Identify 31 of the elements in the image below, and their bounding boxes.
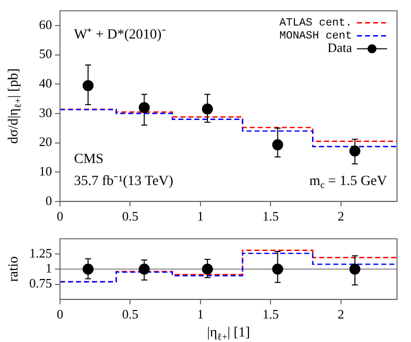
legend-label: MONASH cent (279, 30, 352, 43)
point (349, 145, 360, 156)
y-tick-label: 1 (46, 260, 52, 276)
x-tick-label: 1 (197, 306, 204, 322)
annotation: 35.7 fb⁻¹(13 TeV) (74, 174, 174, 190)
x-tick-label: 1.5 (262, 306, 279, 322)
y-tick-label: 10 (39, 164, 52, 178)
y-tick-label: 20 (39, 134, 52, 150)
x-tick-label: 0 (56, 306, 64, 322)
x-tick-label: 1.5 (262, 208, 279, 224)
y-tick-label: 30 (39, 104, 52, 120)
y-tick-label: 50 (39, 46, 52, 62)
y-tick-label: 0.75 (29, 276, 52, 291)
point (202, 104, 213, 115)
x-tick-label: 0.5 (122, 208, 138, 224)
x-tick-label: 0.5 (122, 306, 138, 322)
x-tick-label: 0 (56, 208, 64, 224)
y-tick-label: 0 (46, 192, 52, 208)
legend-label: Data (327, 40, 352, 56)
y-tick-label: 1.25 (29, 245, 52, 260)
x-tick-label: 2 (338, 306, 344, 322)
point (82, 80, 94, 92)
annotation: W⁺ + D*(2010)⁻ (74, 27, 167, 42)
y-tick-label: 40 (39, 76, 52, 91)
y-axis-title: dσ/d|ηℓ+| [pb] (6, 68, 24, 144)
x-tick-label: 1 (197, 208, 204, 224)
x-tick-label: 2 (338, 208, 344, 224)
y-tick-label: 60 (39, 16, 52, 32)
y-axis-title: ratio (6, 256, 22, 282)
annotation: CMS (74, 152, 104, 168)
legend-label: ATLAS cent. (279, 18, 352, 30)
